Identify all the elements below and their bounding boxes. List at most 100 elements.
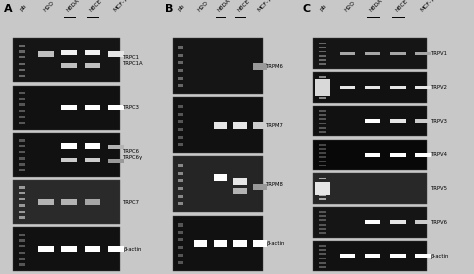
Bar [365,254,380,258]
Bar [19,169,25,172]
Text: TRPV4: TRPV4 [431,152,447,157]
Bar [19,116,25,118]
Text: pb: pb [319,4,328,12]
Bar [84,63,100,68]
Bar [340,254,355,258]
Bar [178,113,183,116]
Bar [13,180,120,224]
Bar [173,98,264,153]
Text: hBDA: hBDA [369,0,384,12]
Bar [178,202,183,206]
Bar [178,164,183,167]
Bar [61,158,77,162]
Bar [319,63,326,65]
Text: TRPC3: TRPC3 [123,105,140,110]
Bar [365,85,380,89]
Bar [13,133,120,177]
Bar [319,114,326,116]
Text: TRPV3: TRPV3 [431,119,447,124]
Bar [178,69,183,72]
Bar [178,128,183,131]
Bar [178,46,183,49]
Bar [19,98,25,100]
Bar [19,204,25,207]
Bar [213,174,227,181]
Bar [178,53,183,57]
Bar [19,239,25,242]
Bar [340,85,355,89]
Bar [38,246,54,252]
Bar [13,85,120,130]
Bar [319,123,326,124]
Bar [61,105,77,110]
Bar [213,240,227,247]
Bar [415,119,431,123]
Text: pb: pb [177,4,186,12]
Text: MCF-7: MCF-7 [112,0,129,12]
Bar [38,199,54,205]
Text: C: C [303,4,311,14]
Text: hBCE: hBCE [237,0,251,12]
Bar [19,210,25,213]
Bar [319,89,326,91]
Bar [415,52,431,55]
Bar [319,161,326,162]
Bar [19,110,25,112]
Bar [315,79,330,96]
Bar [319,212,326,213]
Bar [19,163,25,166]
Bar [254,122,267,129]
Bar [84,143,100,149]
Bar [319,59,326,61]
Bar [19,50,25,53]
Bar [178,120,183,123]
Bar [319,47,326,48]
Bar [415,221,431,224]
Text: hBDA: hBDA [65,0,81,12]
Bar [19,139,25,141]
Bar [178,143,183,146]
Bar [178,136,183,139]
Bar [178,187,183,190]
Bar [319,228,326,230]
Bar [38,51,54,57]
Bar [319,93,326,95]
Text: MCF-7: MCF-7 [256,0,273,12]
Bar [319,219,326,221]
Bar [390,85,405,89]
Bar [19,150,25,153]
Bar [319,185,326,187]
Bar [319,131,326,133]
Text: TRPV1: TRPV1 [431,51,447,56]
Bar [19,252,25,254]
Bar [319,249,326,251]
Bar [19,216,25,219]
Bar [19,63,25,65]
Bar [319,118,326,120]
Bar [254,240,267,247]
Bar [365,153,380,157]
Bar [108,246,124,252]
Bar [61,50,77,55]
Text: pb: pb [18,4,27,12]
Bar [178,172,183,175]
Bar [319,55,326,57]
Bar [108,145,124,149]
Bar [390,119,405,123]
Bar [19,69,25,71]
Bar [19,198,25,200]
Text: β-actin: β-actin [431,253,449,259]
Bar [84,50,100,55]
Bar [84,246,100,252]
Bar [313,139,427,170]
Bar [319,266,326,267]
Bar [254,184,267,190]
Bar [319,148,326,150]
Bar [178,195,183,198]
Bar [173,215,264,271]
Bar [319,156,326,158]
Bar [233,122,247,129]
Bar [319,84,326,86]
Bar [178,261,183,264]
Bar [319,165,326,166]
